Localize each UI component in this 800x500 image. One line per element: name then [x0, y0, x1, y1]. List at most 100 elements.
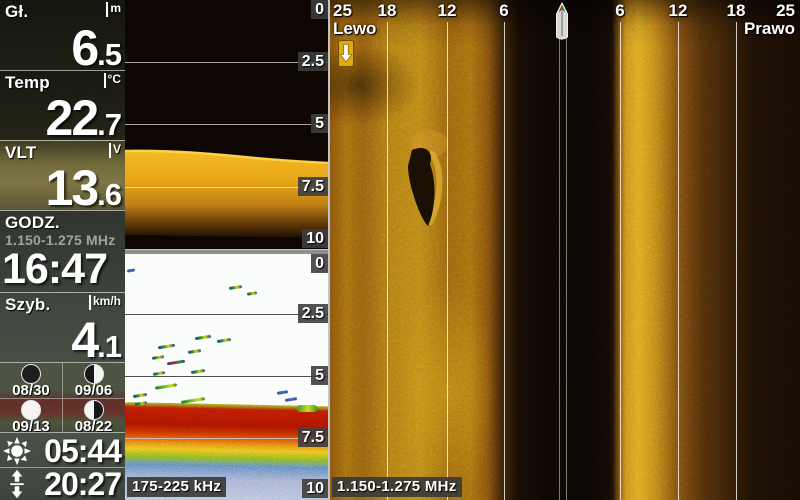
range-label-left-6: 6	[499, 1, 509, 20]
depth-gridline	[125, 376, 330, 377]
range-line-right-18	[736, 22, 737, 500]
voltage-readout: VLT V 13 .6	[0, 140, 125, 216]
temperature-label: Temp	[5, 73, 50, 92]
clock-value: 16:47	[2, 245, 108, 293]
depth-readout: Gł. m 6 .5	[0, 0, 125, 76]
depth-gridline	[125, 124, 330, 125]
depth-scale-label: 7.5	[297, 177, 328, 196]
fish-echo	[151, 355, 165, 360]
temperature-readout: Temp °C 22 .7	[0, 70, 125, 146]
side-left-label: Lewo	[333, 19, 377, 38]
fish-echo	[228, 285, 243, 290]
moon-first-quarter-icon	[83, 364, 104, 384]
speed-label: Szyb.	[5, 295, 51, 314]
boat-icon	[556, 2, 568, 40]
speed-value-int: 4	[71, 312, 99, 368]
voltage-label: VLT	[5, 143, 37, 162]
fish-echo	[154, 383, 178, 390]
voltage-unit: V	[108, 143, 121, 158]
weed-echo	[297, 405, 317, 412]
fish-echo	[157, 343, 176, 350]
side-imaging-noise-coarse	[330, 0, 800, 500]
depth-scale-label: 0	[311, 0, 328, 19]
depth-value: 6 .5	[71, 20, 122, 76]
voltage-value-int: 13	[45, 160, 100, 216]
fish-echo	[166, 359, 186, 366]
range-line-left-6	[504, 22, 505, 500]
fish-echo	[194, 334, 212, 341]
depth-unit: m	[106, 2, 121, 17]
sonar-frequency-badge: 175-225 kHz	[127, 477, 227, 497]
fish-echo	[190, 368, 206, 375]
side-imaging-noise-texture	[330, 0, 800, 500]
sunset-arrow-icon	[0, 469, 34, 499]
depth-scale-label: 10	[302, 479, 328, 498]
pane-border	[328, 0, 330, 500]
moon-date: 09/06	[74, 382, 113, 399]
depth-scale-label: 5	[311, 366, 328, 385]
range-label-right-25: 25	[776, 1, 795, 20]
range-line-right-6	[620, 22, 621, 500]
depth-scale-label: 10	[302, 229, 328, 248]
moon-phase-panel: 08/30 09/06 09/13 08/22	[0, 362, 125, 434]
fish-echo	[284, 397, 298, 402]
moon-new-icon	[21, 364, 41, 384]
range-label-left-18: 18	[377, 1, 397, 20]
sunset-time: 20:27	[44, 465, 122, 500]
fish-echo	[276, 390, 289, 395]
depth-value-int: 6	[71, 20, 99, 76]
depth-value-dec: .5	[97, 37, 122, 72]
speed-value-dec: .1	[97, 329, 122, 364]
boat-beam-line	[559, 36, 560, 500]
speed-value: 4 .1	[71, 312, 122, 368]
fish-echo	[132, 392, 148, 399]
boat-beam-line	[566, 36, 567, 500]
range-label-right-12: 12	[668, 1, 688, 20]
temperature-value-int: 22	[45, 90, 100, 146]
range-label-right-18: 18	[726, 1, 746, 20]
side-right-label: Prawo	[743, 19, 795, 38]
fish-echo	[126, 268, 136, 273]
sunrise-row: 05:44	[0, 432, 125, 469]
range-line-right-12	[678, 22, 679, 500]
pane-divider	[125, 249, 330, 254]
depth-scale-label: 7.5	[297, 428, 328, 447]
temperature-unit: °C	[103, 73, 121, 88]
depth-scale-label: 5	[311, 114, 328, 133]
moon-date: 08/30	[12, 382, 50, 399]
readout-sidebar: Gł. m 6 .5 Temp °C 22 .7 VLT V	[0, 0, 125, 500]
side-imaging-pane[interactable]: 25 18 12 6 6 12 18 25 Lewo Prawo 1.150-1…	[330, 0, 800, 500]
moon-full-icon	[21, 400, 41, 420]
voltage-value-dec: .6	[97, 177, 122, 212]
side-imaging-frequency-badge: 1.150-1.275 MHz	[332, 477, 462, 497]
range-line-left-12	[447, 22, 448, 500]
down-imaging-pane[interactable]: 0 2.5 5 7.5 10	[125, 0, 330, 250]
sun-times-panel: 05:44 20:27	[0, 432, 125, 500]
clock-readout: GODZ. 1.150-1.275 MHz 16:47	[0, 210, 125, 293]
clock-label: GODZ.	[5, 213, 60, 232]
moon-phase-cell: 08/22	[62, 398, 124, 434]
voltage-value: 13 .6	[45, 160, 122, 216]
depth-label: Gł.	[5, 2, 29, 21]
sunrise-icon	[0, 436, 34, 466]
range-label-right-6: 6	[615, 1, 625, 20]
depth-scale-label: 0	[311, 254, 328, 273]
sonar-2d-pane[interactable]: 0 2.5 5 7.5 10 175-225 kHz	[125, 253, 330, 500]
fish-echo	[187, 349, 202, 354]
depth-scale-label: 2.5	[297, 52, 328, 71]
depth-scale-label: 2.5	[297, 304, 328, 323]
range-label-left-25: 25	[333, 1, 352, 20]
temperature-value: 22 .7	[45, 90, 122, 146]
range-line-left-18	[387, 22, 388, 500]
scroll-down-arrow-icon[interactable]	[338, 40, 354, 67]
range-label-left-12: 12	[437, 1, 457, 20]
moon-phase-cell: 09/13	[0, 398, 62, 434]
fish-echo	[216, 337, 232, 344]
fish-echo	[246, 291, 258, 296]
sunrise-time: 05:44	[44, 432, 122, 469]
moon-last-quarter-icon	[83, 400, 104, 420]
moon-phase-cell: 08/30	[0, 363, 62, 398]
speed-readout: Szyb. km/h 4 .1	[0, 292, 125, 368]
speed-unit: km/h	[88, 295, 121, 310]
